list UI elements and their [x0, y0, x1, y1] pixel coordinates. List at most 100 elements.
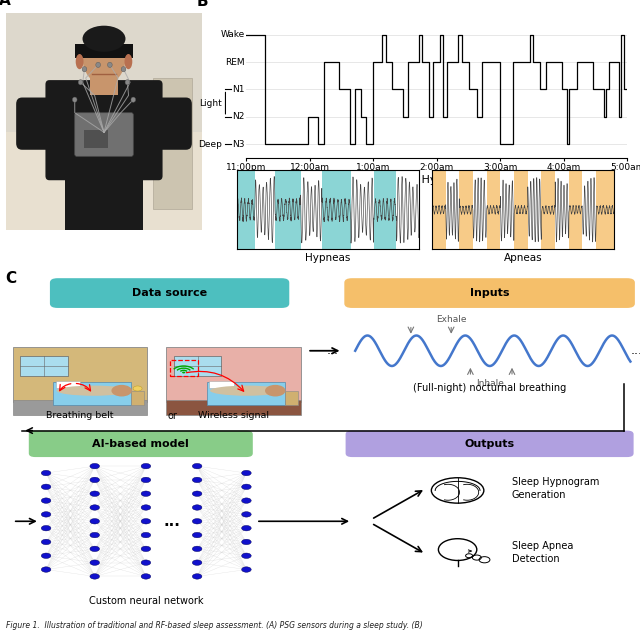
Circle shape [72, 97, 77, 102]
Circle shape [141, 463, 151, 469]
Circle shape [90, 505, 100, 510]
Text: or: or [168, 411, 178, 421]
Bar [285, 391, 298, 405]
Text: Light: Light [199, 98, 221, 108]
Ellipse shape [83, 32, 125, 85]
Circle shape [141, 491, 151, 497]
Bar [596, 170, 614, 249]
Circle shape [41, 553, 51, 558]
FancyBboxPatch shape [29, 430, 253, 457]
Text: B: B [197, 0, 209, 9]
Bar [56, 381, 80, 389]
Circle shape [242, 526, 252, 531]
Text: Sleep Hypnogram
Generation: Sleep Hypnogram Generation [512, 477, 600, 500]
Circle shape [90, 519, 100, 524]
Bar [13, 400, 147, 415]
Circle shape [242, 540, 252, 545]
Circle shape [242, 498, 252, 504]
FancyBboxPatch shape [50, 278, 289, 308]
Text: Deep: Deep [198, 139, 221, 148]
Circle shape [41, 526, 51, 531]
Bar [207, 382, 285, 405]
X-axis label: Hypneas: Hypneas [305, 254, 351, 263]
Text: C: C [5, 271, 16, 286]
Circle shape [192, 519, 202, 524]
Bar [237, 170, 255, 249]
Circle shape [242, 567, 252, 572]
Circle shape [121, 67, 126, 72]
Circle shape [90, 491, 100, 497]
Circle shape [90, 477, 100, 483]
Bar [131, 391, 144, 405]
Text: REM: REM [225, 57, 244, 67]
Circle shape [192, 560, 202, 565]
Bar [541, 170, 555, 249]
Text: AI-based model: AI-based model [92, 439, 189, 449]
Circle shape [141, 560, 151, 565]
Circle shape [141, 574, 151, 579]
Text: Figure 1.  Illustration of traditional and RF-based sleep assessment. (A) PSG se: Figure 1. Illustration of traditional an… [6, 621, 423, 630]
Ellipse shape [210, 386, 284, 396]
Circle shape [192, 505, 202, 510]
Circle shape [141, 477, 151, 483]
Circle shape [182, 372, 186, 374]
Bar [275, 170, 301, 249]
Bar [90, 78, 118, 95]
Ellipse shape [76, 54, 83, 69]
Circle shape [192, 491, 202, 497]
Text: N1: N1 [232, 85, 244, 94]
Circle shape [242, 470, 252, 476]
Bar [65, 165, 143, 230]
Circle shape [141, 519, 151, 524]
Bar [170, 360, 198, 376]
Circle shape [192, 533, 202, 538]
Circle shape [41, 470, 51, 476]
Circle shape [96, 62, 100, 68]
Bar [53, 382, 131, 405]
Text: Data source: Data source [132, 288, 207, 298]
FancyBboxPatch shape [344, 278, 635, 308]
Circle shape [108, 62, 112, 68]
Bar [84, 130, 108, 148]
Bar [13, 347, 147, 401]
Circle shape [133, 386, 142, 391]
Ellipse shape [83, 26, 125, 52]
Bar [569, 170, 582, 249]
Bar [166, 400, 301, 415]
Text: A: A [0, 0, 10, 8]
Bar [322, 170, 351, 249]
Bar [6, 13, 202, 133]
FancyBboxPatch shape [75, 113, 133, 156]
Circle shape [82, 67, 87, 72]
Circle shape [131, 97, 136, 102]
Text: Wireless signal: Wireless signal [198, 411, 269, 420]
Ellipse shape [56, 386, 131, 396]
Circle shape [141, 533, 151, 538]
Circle shape [125, 80, 130, 85]
Circle shape [192, 477, 202, 483]
Bar [166, 347, 301, 401]
FancyBboxPatch shape [16, 98, 63, 150]
Bar [432, 170, 445, 249]
FancyBboxPatch shape [45, 80, 163, 180]
Text: ...: ... [163, 514, 180, 529]
Circle shape [41, 498, 51, 504]
Circle shape [41, 512, 51, 517]
Bar [20, 356, 68, 376]
Circle shape [192, 463, 202, 469]
Text: Sleep Apnea
Detection: Sleep Apnea Detection [512, 541, 573, 565]
Bar [374, 170, 396, 249]
Circle shape [41, 567, 51, 572]
Text: Inputs: Inputs [470, 288, 509, 298]
Circle shape [265, 385, 285, 396]
Circle shape [90, 560, 100, 565]
X-axis label: Sleep Hypnogram: Sleep Hypnogram [387, 175, 487, 185]
Circle shape [242, 512, 252, 517]
Circle shape [41, 540, 51, 545]
Text: ...: ... [327, 345, 339, 357]
FancyBboxPatch shape [346, 430, 634, 457]
Text: ...: ... [631, 345, 640, 357]
Circle shape [41, 484, 51, 490]
Circle shape [141, 505, 151, 510]
Bar [460, 170, 473, 249]
